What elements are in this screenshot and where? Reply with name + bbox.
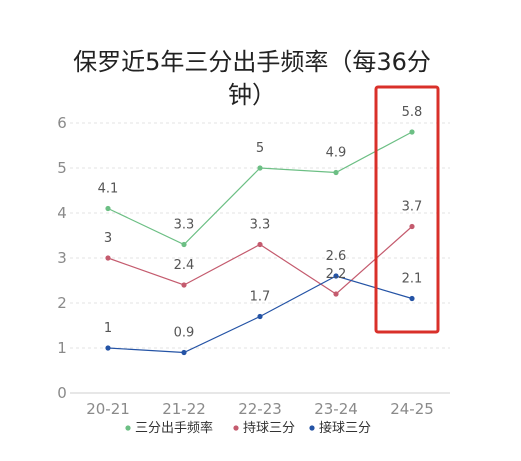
data-point-s3-1 [105,345,111,351]
y-tick-label-5: 5 [57,159,67,177]
chart-title-line-2: 钟） [228,81,276,109]
data-point-s2-2 [181,282,187,288]
data-label-s3-4: 2.6 [326,249,347,264]
data-label-s3-3: 1.7 [250,290,271,305]
y-tick-label-2: 2 [57,294,67,312]
data-point-s1-1 [105,205,111,212]
data-point-s2-5 [409,223,415,230]
highlight-box [374,85,440,334]
data-label-s1-2: 3.3 [174,218,195,233]
data-point-s1-5 [409,129,415,135]
data-label-s2-5: 3.7 [402,200,423,215]
y-tick-label-6: 6 [57,114,67,132]
x-tick-label-21-22: 21-22 [162,400,206,418]
legend-marker-1 [125,425,131,431]
data-point-s3-3 [257,313,263,320]
legend: 三分出手频率 持球三分 接球三分 [125,420,371,436]
data-point-s2-4 [333,291,339,297]
grid-lines [70,122,450,394]
x-tick-label-22-23: 22-23 [238,400,282,418]
y-tick-label-1: 1 [57,339,67,357]
x-tick-label-23-24: 23-24 [314,400,358,418]
data-label-s1-3: 5 [256,141,264,156]
y-tick-label-4: 4 [57,204,67,222]
y-tick-label-3: 3 [57,249,67,267]
data-label-s2-4: 2.2 [326,267,347,282]
data-point-s1-3 [257,165,263,171]
legend-marker-3 [309,425,315,431]
highlight-rect [374,85,440,334]
data-label-s2-1: 3 [104,231,112,246]
data-point-s3-2 [181,349,187,356]
x-tick-label-24-25: 24-25 [390,400,434,418]
legend-label-3: 接球三分 [319,420,371,436]
legend-label-2: 持球三分 [243,421,295,436]
data-label-s3-5: 2.1 [402,272,423,287]
y-axis: 0 1 2 3 4 5 6 [57,114,67,402]
series-group [105,129,415,356]
x-tick-label-20-21: 20-21 [86,400,130,418]
data-point-s3-4 [333,273,339,279]
x-axis: 20-21 21-22 22-23 23-24 24-25 [86,400,434,418]
data-label-s1-1: 4.1 [98,182,119,197]
data-point-s1-2 [181,241,187,248]
legend-marker-2 [233,425,239,431]
data-point-s2-1 [105,255,111,261]
series-line-2 [107,226,413,295]
data-point-s1-4 [333,169,339,176]
y-tick-label-0: 0 [57,384,67,402]
data-label-s2-2: 2.4 [174,258,195,273]
data-label-s3-2: 0.9 [174,326,195,341]
data-point-s2-3 [257,241,263,248]
data-label-s3-1: 1 [104,321,112,336]
data-label-s2-3: 3.3 [250,218,271,233]
legend-label-1: 三分出手频率 [135,420,213,436]
data-label-s1-5: 5.8 [402,105,423,120]
data-point-s3-5 [409,295,415,302]
chart-title-line-1: 保罗近5年三分出手频率（每36分 [73,48,431,76]
data-labels: 4.1 3.3 5 4.9 5.8 3 2.4 3.3 2.2 3.7 1 0.9 1.7 2.6 2.1 [98,105,423,341]
data-label-s1-4: 4.9 [326,146,347,161]
